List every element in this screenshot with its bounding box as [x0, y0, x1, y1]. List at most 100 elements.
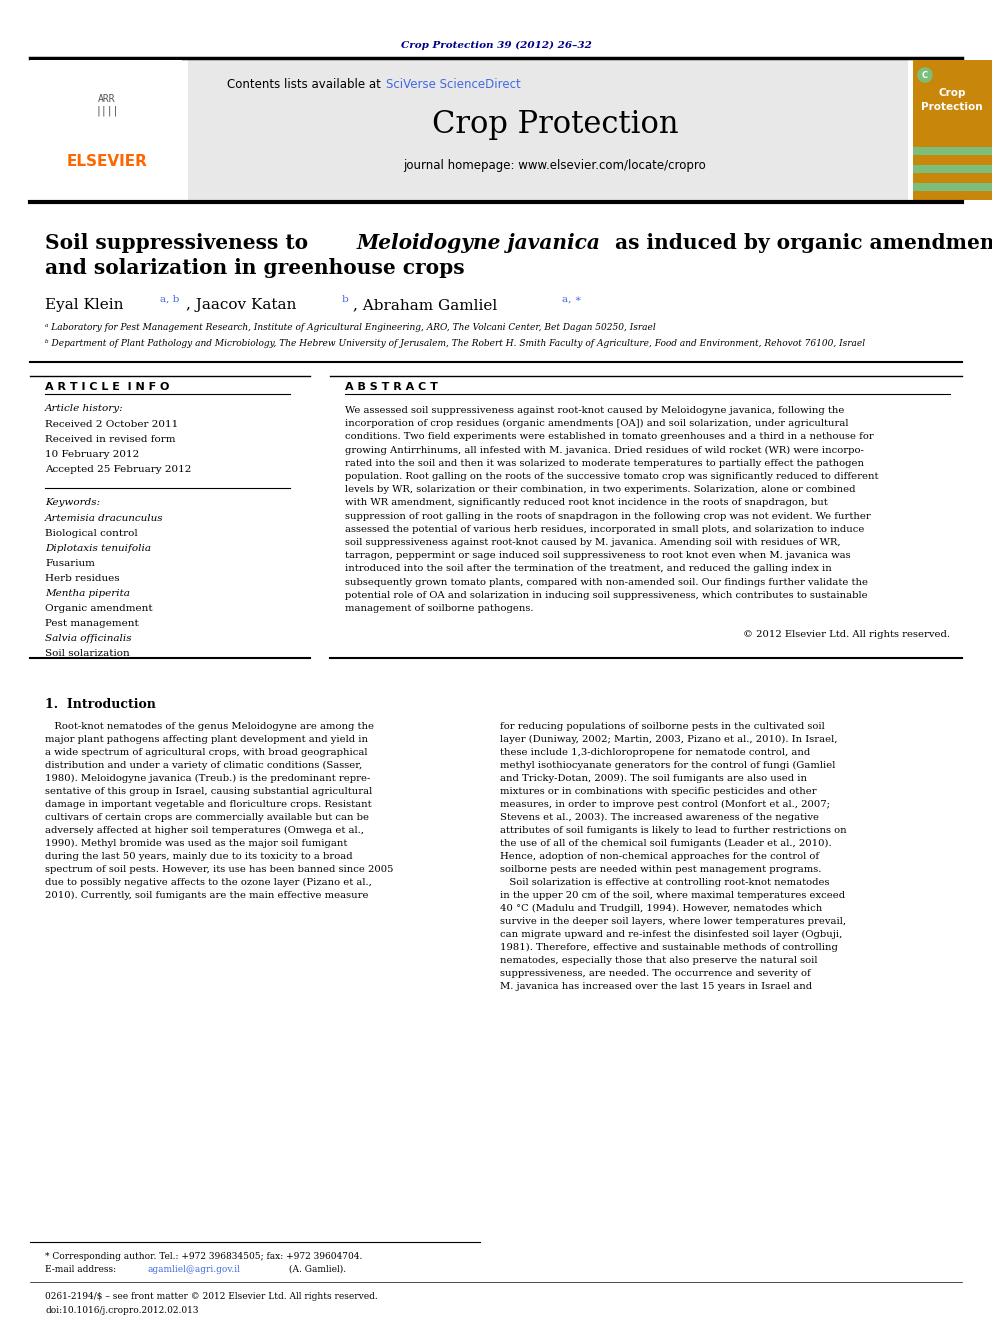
Bar — [913, 60, 992, 200]
Text: Meloidogyne javanica: Meloidogyne javanica — [357, 233, 601, 253]
Text: incorporation of crop residues (organic amendments [OA]) and soil solarization, : incorporation of crop residues (organic … — [345, 419, 848, 429]
Text: distribution and under a variety of climatic conditions (Sasser,: distribution and under a variety of clim… — [45, 761, 362, 770]
Text: ᵇ Department of Plant Pathology and Microbiology, The Hebrew University of Jerus: ᵇ Department of Plant Pathology and Micr… — [45, 340, 865, 348]
Text: a wide spectrum of agricultural crops, with broad geographical: a wide spectrum of agricultural crops, w… — [45, 747, 367, 757]
Text: Fusarium: Fusarium — [45, 560, 95, 568]
Bar — [913, 165, 992, 173]
Text: (A. Gamliel).: (A. Gamliel). — [286, 1265, 346, 1274]
Text: Stevens et al., 2003). The increased awareness of the negative: Stevens et al., 2003). The increased awa… — [500, 814, 819, 822]
Text: soilborne pests are needed within pest management programs.: soilborne pests are needed within pest m… — [500, 865, 821, 875]
Text: Keywords:: Keywords: — [45, 497, 100, 507]
Text: A R T I C L E  I N F O: A R T I C L E I N F O — [45, 382, 170, 392]
Text: with WR amendment, significantly reduced root knot incidence in the roots of sna: with WR amendment, significantly reduced… — [345, 499, 827, 508]
Text: Received in revised form: Received in revised form — [45, 435, 176, 445]
Text: spectrum of soil pests. However, its use has been banned since 2005: spectrum of soil pests. However, its use… — [45, 865, 394, 875]
Text: Crop Protection: Crop Protection — [432, 110, 679, 140]
Text: these include 1,3-dichloropropene for nematode control, and: these include 1,3-dichloropropene for ne… — [500, 747, 810, 757]
Text: measures, in order to improve pest control (Monfort et al., 2007;: measures, in order to improve pest contr… — [500, 800, 830, 810]
Text: growing Antirrhinums, all infested with M. javanica. Dried residues of wild rock: growing Antirrhinums, all infested with … — [345, 446, 864, 455]
Text: SciVerse ScienceDirect: SciVerse ScienceDirect — [386, 78, 521, 91]
Text: Soil suppressiveness to: Soil suppressiveness to — [45, 233, 315, 253]
Text: in the upper 20 cm of the soil, where maximal temperatures exceed: in the upper 20 cm of the soil, where ma… — [500, 890, 845, 900]
Text: sentative of this group in Israel, causing substantial agricultural: sentative of this group in Israel, causi… — [45, 787, 372, 796]
Text: Artemisia dracunculus: Artemisia dracunculus — [45, 515, 164, 523]
Text: and Tricky-Dotan, 2009). The soil fumigants are also used in: and Tricky-Dotan, 2009). The soil fumiga… — [500, 774, 807, 783]
Text: E-mail address:: E-mail address: — [45, 1265, 119, 1274]
Text: 2010). Currently, soil fumigants are the main effective measure: 2010). Currently, soil fumigants are the… — [45, 890, 368, 900]
Text: b: b — [342, 295, 349, 303]
Text: 0261-2194/$ – see front matter © 2012 Elsevier Ltd. All rights reserved.: 0261-2194/$ – see front matter © 2012 El… — [45, 1293, 378, 1301]
Text: introduced into the soil after the termination of the treatment, and reduced the: introduced into the soil after the termi… — [345, 565, 831, 573]
Text: due to possibly negative affects to the ozone layer (Pizano et al.,: due to possibly negative affects to the … — [45, 878, 372, 888]
Text: ᵃ Laboratory for Pest Management Research, Institute of Agricultural Engineering: ᵃ Laboratory for Pest Management Researc… — [45, 324, 656, 332]
Text: Article history:: Article history: — [45, 404, 124, 413]
Text: C: C — [922, 70, 929, 79]
Text: suppression of root galling in the roots of snapdragon in the following crop was: suppression of root galling in the roots… — [345, 512, 871, 520]
Text: © 2012 Elsevier Ltd. All rights reserved.: © 2012 Elsevier Ltd. All rights reserved… — [743, 630, 950, 639]
Bar — [913, 147, 992, 155]
Text: Biological control: Biological control — [45, 529, 138, 538]
Text: Salvia officinalis: Salvia officinalis — [45, 634, 132, 643]
Text: potential role of OA and solarization in inducing soil suppressiveness, which co: potential role of OA and solarization in… — [345, 591, 868, 599]
Text: ELSEVIER: ELSEVIER — [66, 155, 148, 169]
Text: methyl isothiocyanate generators for the control of fungi (Gamliel: methyl isothiocyanate generators for the… — [500, 761, 835, 770]
Text: can migrate upward and re-infest the disinfested soil layer (Ogbuji,: can migrate upward and re-infest the dis… — [500, 930, 842, 939]
Text: conditions. Two field experiments were established in tomato greenhouses and a t: conditions. Two field experiments were e… — [345, 433, 874, 442]
Text: adversely affected at higher soil temperatures (Omwega et al.,: adversely affected at higher soil temper… — [45, 826, 364, 835]
Text: mixtures or in combinations with specific pesticides and other: mixtures or in combinations with specifi… — [500, 787, 816, 796]
Text: Root-knot nematodes of the genus Meloidogyne are among the: Root-knot nematodes of the genus Meloido… — [45, 722, 374, 732]
Text: Diplotaxis tenuifolia: Diplotaxis tenuifolia — [45, 544, 151, 553]
Text: Crop
Protection: Crop Protection — [922, 89, 983, 111]
Text: 1.  Introduction: 1. Introduction — [45, 699, 156, 710]
Text: Accepted 25 February 2012: Accepted 25 February 2012 — [45, 464, 191, 474]
Text: a, b: a, b — [160, 295, 180, 303]
Text: attributes of soil fumigants is likely to lead to further restrictions on: attributes of soil fumigants is likely t… — [500, 826, 846, 835]
Bar — [913, 183, 992, 191]
Text: cultivars of certain crops are commercially available but can be: cultivars of certain crops are commercia… — [45, 814, 369, 822]
Text: levels by WR, solarization or their combination, in two experiments. Solarizatio: levels by WR, solarization or their comb… — [345, 486, 855, 495]
Text: 1980). Meloidogyne javanica (Treub.) is the predominant repre-: 1980). Meloidogyne javanica (Treub.) is … — [45, 774, 370, 783]
Text: Pest management: Pest management — [45, 619, 139, 628]
Text: * Corresponding author. Tel.: +972 396834505; fax: +972 39604704.: * Corresponding author. Tel.: +972 39683… — [45, 1252, 362, 1261]
Text: 1981). Therefore, effective and sustainable methods of controlling: 1981). Therefore, effective and sustaina… — [500, 943, 838, 953]
Text: 1990). Methyl bromide was used as the major soil fumigant: 1990). Methyl bromide was used as the ma… — [45, 839, 347, 848]
Text: doi:10.1016/j.cropro.2012.02.013: doi:10.1016/j.cropro.2012.02.013 — [45, 1306, 198, 1315]
Circle shape — [918, 67, 932, 82]
Text: population. Root galling on the roots of the successive tomato crop was signific: population. Root galling on the roots of… — [345, 472, 879, 482]
Text: Soil solarization: Soil solarization — [45, 650, 130, 658]
Text: Received 2 October 2011: Received 2 October 2011 — [45, 419, 179, 429]
Text: subsequently grown tomato plants, compared with non-amended soil. Our findings f: subsequently grown tomato plants, compar… — [345, 578, 868, 586]
Bar — [913, 175, 992, 183]
Text: for reducing populations of soilborne pests in the cultivated soil: for reducing populations of soilborne pe… — [500, 722, 824, 732]
Text: management of soilborne pathogens.: management of soilborne pathogens. — [345, 605, 534, 613]
Text: as induced by organic amendments: as induced by organic amendments — [608, 233, 992, 253]
Text: 40 °C (Madulu and Trudgill, 1994). However, nematodes which: 40 °C (Madulu and Trudgill, 1994). Howev… — [500, 904, 822, 913]
Text: Hence, adoption of non-chemical approaches for the control of: Hence, adoption of non-chemical approach… — [500, 852, 819, 861]
Text: rated into the soil and then it was solarized to moderate temperatures to partia: rated into the soil and then it was sola… — [345, 459, 864, 468]
Text: survive in the deeper soil layers, where lower temperatures prevail,: survive in the deeper soil layers, where… — [500, 917, 846, 926]
Text: Eyal Klein: Eyal Klein — [45, 298, 123, 312]
Text: We assessed soil suppressiveness against root-knot caused by Meloidogyne javanic: We assessed soil suppressiveness against… — [345, 406, 844, 415]
Text: Crop Protection 39 (2012) 26–32: Crop Protection 39 (2012) 26–32 — [401, 41, 591, 49]
Text: tarragon, peppermint or sage induced soil suppressiveness to root knot even when: tarragon, peppermint or sage induced soi… — [345, 552, 850, 560]
Bar — [913, 156, 992, 164]
Text: Herb residues: Herb residues — [45, 574, 120, 583]
Text: suppressiveness, are needed. The occurrence and severity of: suppressiveness, are needed. The occurre… — [500, 968, 810, 978]
Bar — [188, 60, 908, 200]
Text: the use of all of the chemical soil fumigants (Leader et al., 2010).: the use of all of the chemical soil fumi… — [500, 839, 831, 848]
Text: a, ∗: a, ∗ — [562, 295, 581, 303]
Text: M. javanica has increased over the last 15 years in Israel and: M. javanica has increased over the last … — [500, 982, 812, 991]
Bar — [30, 60, 182, 148]
Text: damage in important vegetable and floriculture crops. Resistant: damage in important vegetable and floric… — [45, 800, 372, 808]
Text: assessed the potential of various herb residues, incorporated in small plots, an: assessed the potential of various herb r… — [345, 525, 864, 533]
Text: nematodes, especially those that also preserve the natural soil: nematodes, especially those that also pr… — [500, 957, 817, 964]
Text: layer (Duniway, 2002; Martin, 2003, Pizano et al., 2010). In Israel,: layer (Duniway, 2002; Martin, 2003, Piza… — [500, 736, 837, 744]
Text: , Abraham Gamliel: , Abraham Gamliel — [353, 298, 497, 312]
Text: journal homepage: www.elsevier.com/locate/cropro: journal homepage: www.elsevier.com/locat… — [404, 159, 706, 172]
Text: agamliel@agri.gov.il: agamliel@agri.gov.il — [148, 1265, 241, 1274]
Text: during the last 50 years, mainly due to its toxicity to a broad: during the last 50 years, mainly due to … — [45, 852, 352, 861]
Text: Mentha piperita: Mentha piperita — [45, 589, 130, 598]
Text: , Jaacov Katan: , Jaacov Katan — [186, 298, 297, 312]
Text: soil suppressiveness against root-knot caused by M. javanica. Amending soil with: soil suppressiveness against root-knot c… — [345, 538, 840, 546]
Text: Soil solarization is effective at controlling root-knot nematodes: Soil solarization is effective at contro… — [500, 878, 829, 886]
